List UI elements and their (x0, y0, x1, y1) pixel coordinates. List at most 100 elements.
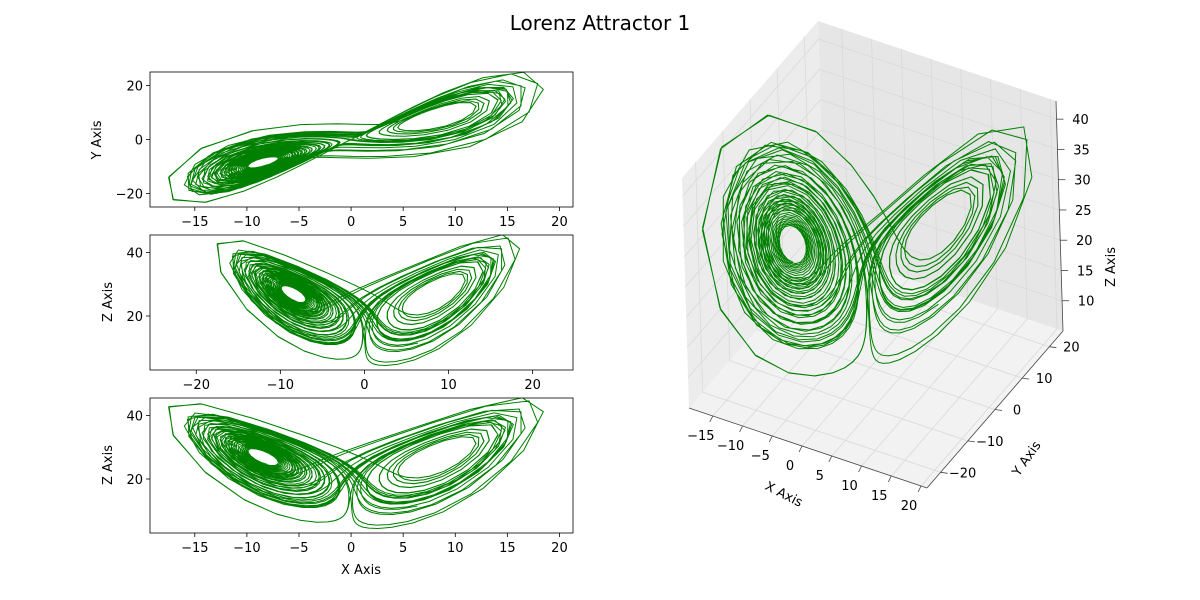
x-tick-label: −10 (233, 541, 260, 556)
xy-trajectory-line (168, 72, 544, 203)
x-tick-label: −15 (181, 541, 208, 556)
x-tick-label: −15 (181, 215, 208, 230)
y-tick-label: 20 (126, 473, 143, 488)
grid-line (823, 190, 1062, 271)
x-tick-label: −10 (717, 439, 744, 454)
x-tick-mark (768, 435, 773, 443)
x-tick-label: 20 (901, 499, 918, 514)
grid-line (702, 391, 941, 473)
xy-projection-chart: −15 −10 −5 0 5 10 15 20 −20 0 20 Y Axis (90, 71, 574, 230)
x-tick-mark (828, 455, 833, 463)
grid-line (729, 360, 968, 442)
y-tick-mark (1022, 377, 1030, 380)
trajectory-path (168, 398, 544, 530)
grid-line (682, 38, 819, 197)
y-tick-label: 10 (1036, 372, 1053, 387)
x-tick-label: −10 (233, 215, 260, 230)
z-axis-line (1055, 100, 1064, 332)
z-tick-label: 10 (1078, 295, 1095, 310)
x-tick-mark (887, 475, 892, 483)
x-tick-label: 5 (816, 469, 824, 484)
y-tick-label: −20 (116, 188, 143, 203)
x-tick-label: 20 (551, 541, 568, 556)
x-tick-label: 0 (347, 215, 355, 230)
trajectory-path (168, 72, 544, 203)
y-tick-label: −20 (949, 466, 976, 481)
grid-line (819, 69, 1058, 150)
y-tick-label: 40 (126, 246, 143, 261)
3d-panes (682, 21, 1063, 488)
grid-line (871, 38, 879, 270)
x-tick-mark (709, 415, 714, 423)
3d-y-axis-label: Y Axis (1009, 439, 1044, 481)
y-tick-label: 20 (126, 80, 143, 95)
3d-x-axis-label: X Axis (762, 479, 805, 511)
y-tick-mark (967, 440, 975, 443)
x-tick-label: −20 (183, 378, 210, 393)
x-tick-label: 15 (499, 541, 516, 556)
grid-line (683, 69, 820, 227)
xz-second-projection-chart: −15 −10 −5 0 5 10 15 20 20 40 Z Axis X Axis (101, 397, 574, 578)
3d-ticks: −15−10−505101520−20−10010201015202530354… (687, 100, 1095, 514)
grid-line (756, 329, 996, 410)
trajectory-path (216, 235, 521, 367)
y-tick-mark (994, 409, 1003, 411)
x-tick-label: 10 (447, 215, 464, 230)
x-tick-label: 10 (440, 378, 457, 393)
x-tick-label: 15 (499, 215, 516, 230)
3d-trajectory-line (701, 114, 1033, 377)
x-tick-label: 20 (551, 215, 568, 230)
x-tick-label: −15 (687, 429, 714, 444)
z-tick-label: 20 (1076, 234, 1093, 249)
xz-y-axis-label: Z Axis (101, 282, 116, 322)
grid-line (820, 99, 1059, 181)
x-tick-label: 0 (786, 459, 794, 474)
grid-line (930, 58, 939, 290)
x-tick-mark (917, 485, 922, 493)
grid-line (822, 159, 1061, 241)
x-tick-label: 5 (399, 215, 407, 230)
3d-trajectory-chart: −15−10−505101520−20−10010201015202530354… (682, 21, 1119, 514)
3d-z-axis-label: Z Axis (1104, 247, 1119, 287)
xz-second-plot-frame (149, 397, 574, 534)
grid-line (804, 36, 812, 267)
grid-line (818, 38, 1057, 120)
xy-y-axis-label: Y Axis (90, 120, 105, 160)
xz-second-trajectory-line (168, 398, 544, 530)
x-tick-label: 20 (524, 378, 541, 393)
z-tick-label: 40 (1072, 113, 1089, 128)
xz-plot-frame (149, 234, 574, 371)
xz-trajectory-line (216, 235, 521, 367)
grid-line (749, 99, 758, 330)
xz-projection-chart: −20 −10 0 10 20 20 40 Z Axis (101, 234, 574, 393)
x-tick-label: −5 (751, 449, 770, 464)
z-tick-label: 30 (1074, 174, 1091, 189)
grid-line (900, 48, 909, 280)
x-tick-label: 10 (841, 479, 858, 494)
x-tick-label: 10 (447, 541, 464, 556)
x-tick-label: −5 (289, 215, 308, 230)
x-tick-label: 0 (360, 378, 368, 393)
grid-line (1049, 98, 1058, 330)
y-tick-mark (940, 471, 948, 474)
x-tick-label: 5 (399, 541, 407, 556)
trajectory-path (701, 114, 1033, 377)
figure-title: Lorenz Attractor 1 (510, 11, 691, 35)
y-tick-label: 0 (1013, 404, 1021, 419)
x-tick-label: −5 (289, 541, 308, 556)
x-tick-label: 15 (871, 489, 888, 504)
x-axis-line (688, 407, 928, 489)
x-tick-mark (858, 465, 862, 473)
y-tick-label: 0 (135, 134, 143, 149)
y-tick-label: −10 (976, 435, 1003, 450)
z-tick-label: 25 (1075, 204, 1092, 219)
y-tick-label: 20 (126, 310, 143, 325)
z-tick-label: 15 (1077, 264, 1094, 279)
z-tick-label: 35 (1073, 143, 1090, 158)
y-tick-mark (1049, 346, 1057, 349)
x-tick-mark (798, 445, 803, 453)
xz-second-x-axis-label: X Axis (341, 563, 381, 578)
grid-line (695, 162, 703, 393)
y-tick-label: 40 (126, 409, 143, 424)
